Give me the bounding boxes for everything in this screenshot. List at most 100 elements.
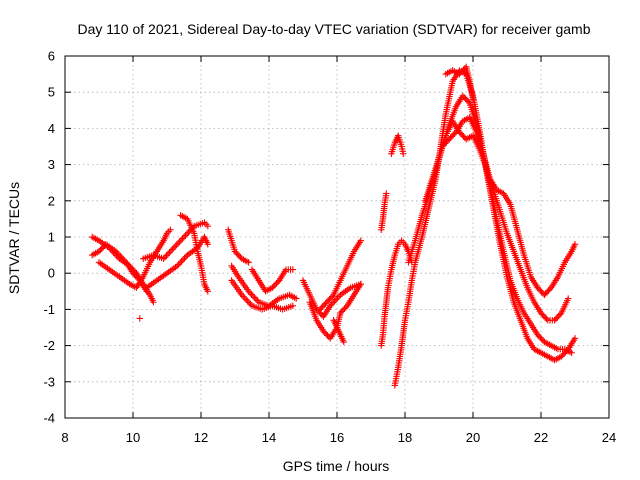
satellite-track-22-point [451,130,458,137]
x-tick-labels: 8 10 12 14 16 18 20 22 24 [61,430,616,445]
satellite-track-9-point [251,294,258,301]
satellite-track-10-point [289,302,296,309]
satellite-track-13-point [320,327,327,335]
satellite-track-22-point [542,290,549,297]
satellite-track-12-point [329,299,337,306]
satellite-track-8-point [234,251,241,258]
satellite-track-2-point [132,272,139,280]
satellite-track-23-point [460,66,467,73]
chart-title: Day 110 of 2021, Sidereal Day-to-day VTE… [77,21,590,37]
satellite-track-5-point [178,258,185,265]
y-tick-label: 3 [48,157,55,172]
y-tick-label: 6 [48,49,55,64]
satellite-track-21-point [556,311,564,318]
satellite-track-22-point [545,287,552,294]
satellite-track-22-point [448,133,456,140]
x-tick-label: 12 [194,430,208,445]
satellite-track-2-point [112,248,120,255]
data-points [89,63,579,389]
x-tick-label: 22 [534,430,548,445]
y-tick-label: -2 [43,338,55,353]
y-tick-label: 1 [48,230,55,245]
satellite-track-21-point [460,133,467,140]
satellite-track-2-point [133,274,141,281]
satellite-track-23-point [456,70,463,78]
satellite-track-13-point [337,309,344,317]
satellite-track-19-point [558,353,565,360]
satellite-track-12-point [317,310,324,317]
satellite-track-5-point [175,261,182,268]
satellite-track-20-point [460,94,468,101]
x-tick-label: 10 [126,430,140,445]
satellite-track-14-point [327,294,335,302]
satellite-track-14-point [316,306,324,313]
satellite-track-22-point [447,134,454,142]
satellite-track-14-point [320,301,328,309]
satellite-track-11-point [271,281,279,288]
satellite-track-4-point [172,243,179,250]
satellite-track-12-point [327,302,334,309]
grid [65,56,609,418]
satellite-track-2-point [129,270,137,277]
satellite-track-10-point [241,294,248,302]
satellite-track-2-point [95,248,103,255]
satellite-track-23-point [469,96,477,103]
satellite-track-22-point [534,284,541,291]
satellite-track-2-point [97,246,104,254]
satellite-track-9-point [245,288,252,295]
satellite-track-9-point [252,295,260,303]
axis-ticks [64,55,610,419]
satellite-track-20-point [568,349,575,357]
satellite-track-22-point [441,140,449,147]
satellite-track-21-point [543,315,550,323]
satellite-track-11-point [289,266,296,273]
y-tick-label: 4 [48,121,55,136]
y-tick-label: -4 [43,411,55,426]
satellite-track-12-point [331,297,338,305]
satellite-track-14-point [318,304,325,312]
satellite-track-11-point [273,280,280,287]
satellite-track-20-point [459,92,466,100]
x-tick-label: 20 [466,430,480,445]
satellite-track-20-point [537,334,544,341]
satellite-track-2-point [114,249,121,257]
satellite-track-14-point [324,297,332,304]
satellite-track-21-point [537,309,545,317]
satellite-track-22-point [571,241,579,248]
satellite-track-22-point [541,291,548,299]
satellite-track-21-point [458,131,466,139]
satellite-track-9-point [249,292,257,300]
satellite-track-1-point [150,298,157,306]
satellite-track-20-point [462,95,469,102]
y-axis-label: SDTVAR / TECUs [6,182,22,294]
satellite-track-14-point [357,237,364,244]
x-tick-label: 18 [398,430,412,445]
x-axis-label: GPS time / hours [283,458,390,474]
satellite-track-14-point [323,298,330,306]
satellite-track-8-point [233,249,240,257]
satellite-track-4-point [170,244,177,252]
satellite-track-20-point [534,331,541,338]
satellite-track-13-point [322,330,330,338]
satellite-track-22-point [439,143,446,150]
satellite-track-5-point [179,256,187,263]
satellite-track-15-point [340,338,347,346]
satellite-track-7-point [136,315,143,322]
satellite-track-22-point [440,141,447,149]
satellite-track-13-point [321,329,328,336]
satellite-track-14-point [329,293,336,300]
satellite-track-20-point [538,335,545,343]
x-tick-label: 24 [602,430,616,445]
satellite-track-22-point [538,288,545,296]
satellite-track-20-point [463,96,471,104]
satellite-track-9-point [248,291,255,298]
satellite-track-2-point [120,256,127,263]
satellite-track-4-point [180,233,188,241]
satellite-track-21-point [457,130,464,137]
satellite-track-4-point [163,252,170,259]
satellite-track-21-point [552,315,560,323]
satellite-track-13-point [338,308,345,315]
satellite-track-14-point [319,303,326,310]
satellite-track-22-point [535,285,543,293]
